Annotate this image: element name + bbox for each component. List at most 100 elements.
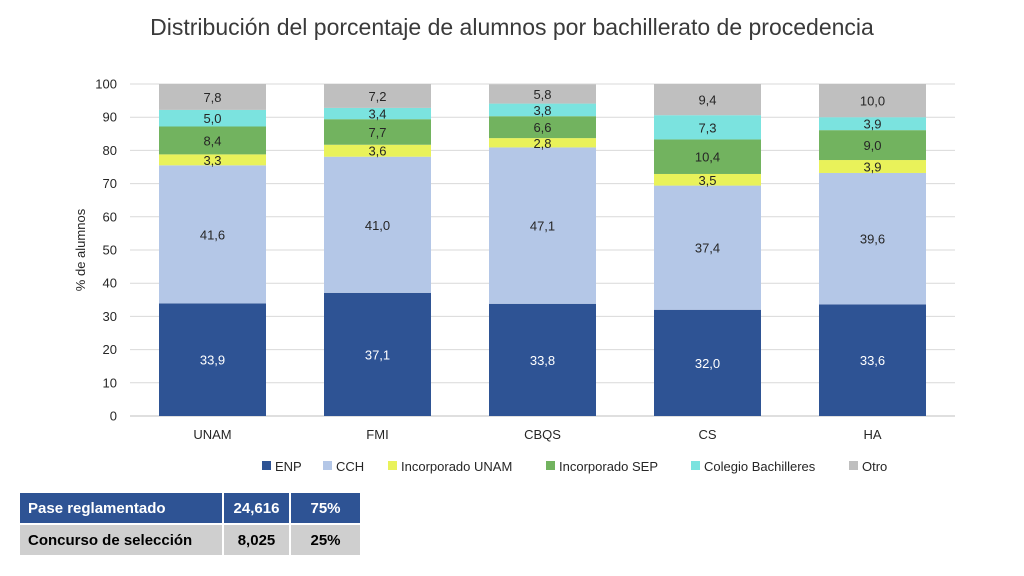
bar-segment-cch: [324, 156, 431, 293]
bar-segment-cch: [489, 147, 596, 304]
bar-segment-incorporado-sep: [654, 139, 761, 174]
table-row: Concurso de selección 8,025 25%: [18, 523, 362, 557]
data-label: 41,0: [365, 218, 390, 233]
y-tick-label: 30: [103, 309, 117, 324]
legend-swatch: [546, 461, 555, 470]
bar-segment-otro: [159, 84, 266, 110]
bar-segment-incorporado-unam: [324, 144, 431, 157]
data-label: 33,9: [200, 353, 225, 368]
chart-title: Distribución del porcentaje de alumnos p…: [150, 14, 874, 40]
data-label: 6,6: [533, 120, 551, 135]
bar-segment-enp: [159, 303, 266, 416]
bar-segment-cch: [159, 165, 266, 304]
table-cell: 25%: [289, 523, 362, 557]
data-label: 2,8: [533, 136, 551, 151]
data-label: 7,7: [368, 125, 386, 140]
y-tick-label: 0: [110, 409, 117, 424]
stacked-bar-chart: 0 10 20 30 40 50 60 70 80 90 100 % de alumnos 33,9 41…: [73, 77, 955, 474]
table-cell: 8,025: [222, 523, 291, 557]
bar-segment-cch: [654, 185, 761, 310]
y-tick-label: 90: [103, 110, 117, 125]
bar-segment-colegio-bachilleres: [489, 103, 596, 117]
bar-segment-enp: [489, 303, 596, 416]
data-label: 32,0: [695, 356, 720, 371]
x-tick-label: CBQS: [524, 427, 561, 442]
bar-segment-colegio-bachilleres: [654, 115, 761, 140]
data-label: 37,4: [695, 241, 720, 256]
data-label: 3,6: [368, 144, 386, 159]
x-tick-label: CS: [698, 427, 716, 442]
data-label: 41,6: [200, 227, 225, 242]
bar-segment-otro: [819, 84, 926, 118]
y-tick-label: 50: [103, 243, 117, 258]
bar-segment-incorporado-unam: [819, 160, 926, 173]
data-label: 3,3: [203, 153, 221, 168]
bar-segment-colegio-bachilleres: [819, 117, 926, 131]
data-label: 3,4: [368, 107, 386, 122]
bar-segment-incorporado-unam: [489, 138, 596, 148]
data-label: 37,1: [365, 347, 390, 362]
legend-swatch: [262, 461, 271, 470]
data-label: 7,8: [203, 90, 221, 105]
data-label: 47,1: [530, 219, 555, 234]
data-label: 9,4: [698, 93, 716, 108]
legend-swatch: [323, 461, 332, 470]
y-axis-label: % de alumnos: [73, 208, 88, 291]
x-tick-label: UNAM: [193, 427, 231, 442]
bar-segment-incorporado-sep: [324, 119, 431, 145]
bar-segment-incorporado-sep: [819, 130, 926, 161]
data-label: 7,2: [368, 89, 386, 104]
table-cell: 75%: [289, 491, 362, 525]
legend-swatch: [691, 461, 700, 470]
admission-table: Pase reglamentado 24,616 75% Concurso de…: [18, 491, 362, 557]
data-label: 39,6: [860, 232, 885, 247]
bar-segment-incorporado-sep: [159, 126, 266, 155]
table-row: Pase reglamentado 24,616 75%: [18, 491, 362, 525]
legend-label: Incorporado SEP: [559, 459, 658, 474]
data-label: 9,0: [863, 138, 881, 153]
table-cell: Concurso de selección: [18, 523, 224, 557]
data-label: 3,5: [698, 173, 716, 188]
y-tick-label: 20: [103, 342, 117, 357]
bar-segment-incorporado-unam: [654, 173, 761, 186]
data-label: 10,4: [695, 150, 720, 165]
data-label: 3,9: [863, 117, 881, 132]
bar-segment-cch: [819, 172, 926, 305]
bar-segment-otro: [654, 84, 761, 116]
data-label: 10,0: [860, 94, 885, 109]
x-tick-label: FMI: [366, 427, 388, 442]
x-tick-label: HA: [863, 427, 881, 442]
data-label: 7,3: [698, 120, 716, 135]
bar-segment-otro: [489, 84, 596, 104]
data-label: 5,0: [203, 111, 221, 126]
bar-segment-enp: [324, 292, 431, 416]
y-tick-label: 40: [103, 276, 117, 291]
data-label: 8,4: [203, 133, 221, 148]
legend-label: Incorporado UNAM: [401, 459, 512, 474]
data-label: 5,8: [533, 87, 551, 102]
bar-segment-colegio-bachilleres: [159, 109, 266, 127]
legend-label: Otro: [862, 459, 887, 474]
data-label: 3,8: [533, 103, 551, 118]
legend-label: ENP: [275, 459, 302, 474]
bar-segment-otro: [324, 84, 431, 108]
table-cell: Pase reglamentado: [18, 491, 224, 525]
bar-segment-enp: [819, 304, 926, 416]
y-tick-label: 100: [95, 77, 117, 92]
data-label: 33,6: [860, 353, 885, 368]
legend-swatch: [849, 461, 858, 470]
bar-segment-colegio-bachilleres: [324, 107, 431, 120]
bar-segment-incorporado-sep: [489, 116, 596, 139]
bar-segment-incorporado-unam: [159, 154, 266, 166]
legend-label: CCH: [336, 459, 364, 474]
y-tick-label: 80: [103, 143, 117, 158]
legend-label: Colegio Bachilleres: [704, 459, 816, 474]
bar-segment-enp: [654, 309, 761, 416]
table-cell: 24,616: [222, 491, 291, 525]
y-tick-label: 10: [103, 375, 117, 390]
data-label: 3,9: [863, 160, 881, 175]
legend-swatch: [388, 461, 397, 470]
data-label: 33,8: [530, 353, 555, 368]
y-tick-label: 70: [103, 176, 117, 191]
y-tick-label: 60: [103, 209, 117, 224]
